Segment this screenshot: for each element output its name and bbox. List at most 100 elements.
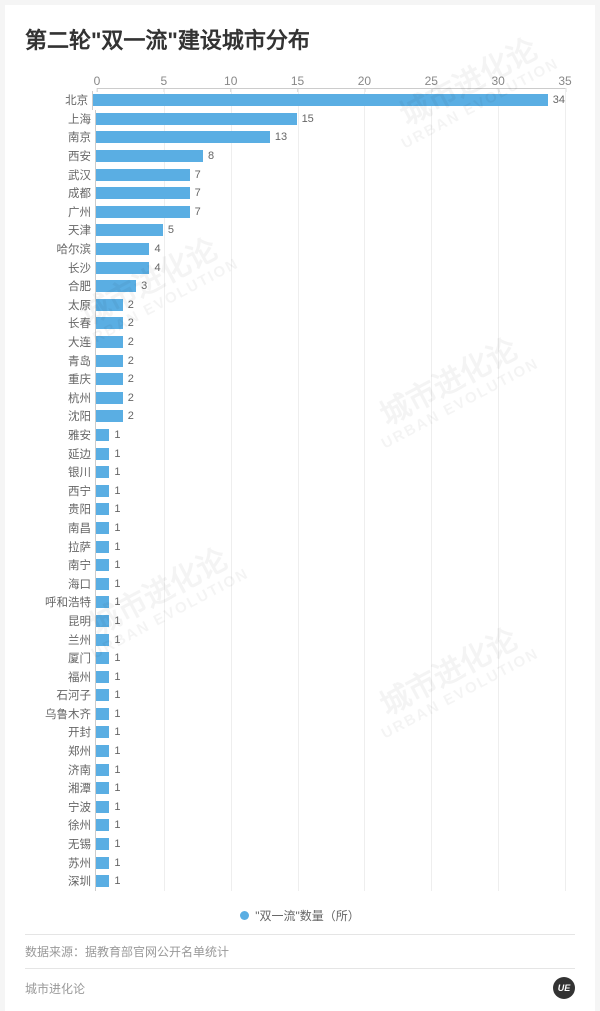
- bar-track: 1: [95, 723, 563, 742]
- bar-track: 2: [95, 389, 563, 408]
- city-label: 郑州: [25, 743, 95, 759]
- bar-row: 长沙4: [25, 258, 565, 277]
- city-label: 厦门: [25, 650, 95, 666]
- bar-row: 深圳1: [25, 872, 565, 891]
- bar: [96, 615, 109, 627]
- bar-track: 1: [95, 742, 563, 761]
- x-tick: 5: [161, 74, 168, 88]
- bar-row: 乌鲁木齐1: [25, 705, 565, 724]
- bar-row: 大连2: [25, 333, 565, 352]
- bar-value: 2: [128, 299, 134, 311]
- bar: [96, 522, 109, 534]
- bar-value: 1: [114, 857, 120, 869]
- x-tick: 0: [94, 74, 101, 88]
- bar-track: 4: [95, 258, 563, 277]
- bar-row: 哈尔滨4: [25, 240, 565, 259]
- bar: [96, 764, 109, 776]
- bar-row: 银川1: [25, 463, 565, 482]
- bar-row: 杭州2: [25, 389, 565, 408]
- bar-value: 1: [114, 708, 120, 720]
- bar-value: 7: [195, 169, 201, 181]
- bar-row: 天津 5: [25, 221, 565, 240]
- bar-value: 3: [141, 280, 147, 292]
- grid-line: [565, 89, 566, 891]
- city-label: 成都: [25, 185, 95, 201]
- bar-track: 1: [95, 426, 563, 445]
- bar-row: 延边1: [25, 444, 565, 463]
- bar-track: 5: [95, 221, 563, 240]
- bar: [96, 838, 109, 850]
- bar-track: 2: [95, 333, 563, 352]
- data-source: 数据来源：据教育部官网公开名单统计: [25, 934, 575, 969]
- city-label: 银川: [25, 464, 95, 480]
- legend-label: "双一流"数量（所）: [255, 907, 360, 924]
- bar-row: 武汉7: [25, 165, 565, 184]
- bar-row: 贵阳1: [25, 500, 565, 519]
- city-label: 天津: [25, 222, 95, 238]
- bar-value: 34: [553, 94, 565, 106]
- bar: [96, 857, 109, 869]
- bar-value: 7: [195, 206, 201, 218]
- bar-track: 34: [92, 91, 565, 110]
- bar-track: 2: [95, 351, 563, 370]
- city-label: 拉萨: [25, 539, 95, 555]
- bar-track: 2: [95, 370, 563, 389]
- bar-value: 2: [128, 336, 134, 348]
- city-label: 重庆: [25, 371, 95, 387]
- bar: [96, 596, 109, 608]
- city-label: 上海: [25, 111, 95, 127]
- city-label: 福州: [25, 669, 95, 685]
- x-tick: 25: [425, 74, 438, 88]
- bar-value: 1: [114, 559, 120, 571]
- bar-row: 湘潭1: [25, 779, 565, 798]
- bar: [96, 113, 297, 125]
- city-label: 西安: [25, 148, 95, 164]
- bar-value: 7: [195, 187, 201, 199]
- x-tick: 30: [491, 74, 504, 88]
- bar-row: 徐州1: [25, 816, 565, 835]
- city-label: 开封: [25, 724, 95, 740]
- city-label: 兰州: [25, 632, 95, 648]
- bar: [96, 299, 123, 311]
- bar-track: 1: [95, 705, 563, 724]
- chart-area: 05101520253035 北京34上海15南京13西安8武汉7成都7广州7天…: [25, 61, 575, 901]
- bar-row: 海口1: [25, 574, 565, 593]
- bar: [96, 373, 123, 385]
- city-label: 沈阳: [25, 408, 95, 424]
- bar-track: 1: [95, 463, 563, 482]
- bar: [96, 689, 109, 701]
- bar: [96, 782, 109, 794]
- city-label: 南宁: [25, 557, 95, 573]
- bar-value: 1: [114, 782, 120, 794]
- bar-value: 1: [114, 726, 120, 738]
- city-label: 长沙: [25, 260, 95, 276]
- bar-row: 呼和浩特1: [25, 593, 565, 612]
- footer: 城市进化论 UE: [25, 977, 575, 999]
- bar-track: 1: [95, 519, 563, 538]
- bar-rows: 北京34上海15南京13西安8武汉7成都7广州7天津5哈尔滨4长沙4合肥3太原2…: [25, 89, 565, 891]
- bar: [96, 355, 123, 367]
- bar-value: 15: [302, 113, 314, 125]
- bar-track: 7: [95, 203, 563, 222]
- bar-row: 南昌1: [25, 519, 565, 538]
- bar-track: 1: [95, 835, 563, 854]
- bar-track: 15: [95, 110, 563, 129]
- bar-track: 1: [95, 798, 563, 817]
- bar: [96, 875, 109, 887]
- bar-row: 西安8: [25, 147, 565, 166]
- x-tick: 10: [224, 74, 237, 88]
- bar-track: 1: [95, 481, 563, 500]
- bar-track: 8: [95, 147, 563, 166]
- bar-row: 太原 2: [25, 296, 565, 315]
- city-label: 太原: [25, 297, 95, 313]
- bar-track: 2: [95, 296, 563, 315]
- bar-value: 5: [168, 224, 174, 236]
- bar-track: 3: [95, 277, 563, 296]
- bar-row: 兰州1: [25, 630, 565, 649]
- bar-value: 1: [114, 689, 120, 701]
- city-label: 无锡: [25, 836, 95, 852]
- bar-track: 13: [95, 128, 563, 147]
- bar-track: 1: [95, 500, 563, 519]
- bar-value: 2: [128, 410, 134, 422]
- bar-row: 郑州1: [25, 742, 565, 761]
